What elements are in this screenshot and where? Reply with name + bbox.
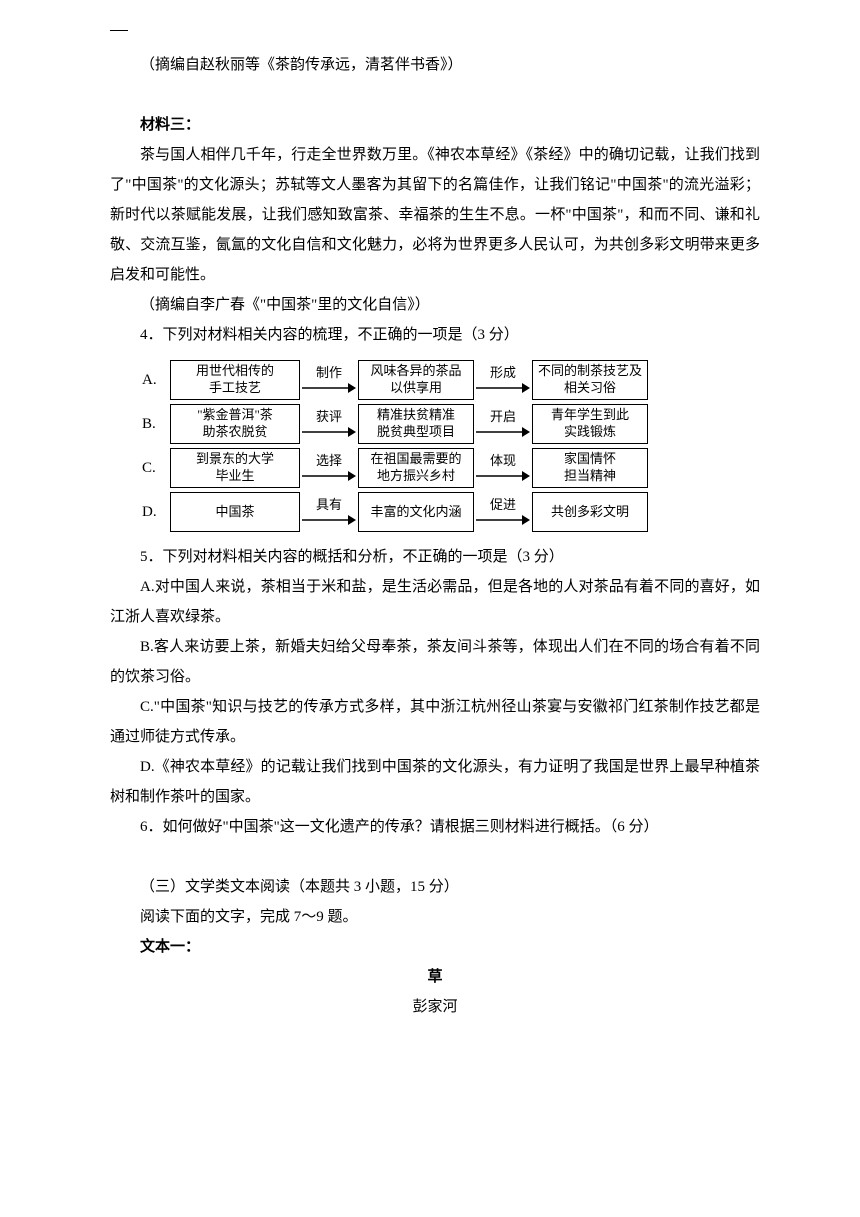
arrow-label: 制作 — [316, 366, 342, 380]
diagram-row: C.到景东的大学毕业生 选择 在祖国最需要的地方振兴乡村 体现 家国情怀担当精神 — [136, 446, 760, 490]
row-label: D. — [136, 497, 170, 527]
citation-3: （摘编自李广春《"中国茶"里的文化自信》） — [110, 290, 760, 320]
citation-1: （摘编自赵秋丽等《茶韵传承远，清茗伴书香》） — [110, 50, 760, 80]
flow-box: 用世代相传的手工技艺 — [170, 360, 300, 400]
question-6: 6．如何做好"中国茶"这一文化遗产的传承？请根据三则材料进行概括。（6 分） — [110, 812, 760, 842]
flow-diagram: A.用世代相传的手工技艺制作风味各异的茶品以供享用形成不同的制茶技艺及相关习俗B… — [136, 358, 760, 534]
material-3-heading: 材料三： — [110, 110, 760, 140]
header-rule — [110, 30, 128, 31]
arrow-label: 促进 — [490, 498, 516, 512]
row-label: B. — [136, 409, 170, 439]
spacer — [110, 80, 760, 110]
arrow-label: 体现 — [490, 454, 516, 468]
question-4: 4．下列对材料相关内容的梳理，不正确的一项是（3 分） — [110, 320, 760, 350]
text-1-heading: 文本一： — [110, 932, 760, 962]
literary-section-heading: （三）文学类文本阅读（本题共 3 小题，15 分） — [110, 872, 760, 902]
question-5: 5．下列对材料相关内容的概括和分析，不正确的一项是（3 分） — [110, 542, 760, 572]
option-c: C."中国茶"知识与技艺的传承方式多样，其中浙江杭州径山茶宴与安徽祁门红茶制作技… — [110, 692, 760, 752]
flow-arrow: 制作 — [300, 366, 358, 394]
article-title: 草 — [110, 962, 760, 992]
flow-arrow: 促进 — [474, 498, 532, 526]
row-label: C. — [136, 453, 170, 483]
option-b: B.客人来访要上茶，新婚夫妇给父母奉茶，茶友间斗茶等，体现出人们在不同的场合有着… — [110, 632, 760, 692]
question-5-options: A.对中国人来说，茶相当于米和盐，是生活必需品，但是各地的人对茶品有着不同的喜好… — [110, 572, 760, 812]
flow-box: 丰富的文化内涵 — [358, 492, 474, 532]
flow-arrow: 体现 — [474, 454, 532, 482]
flow-box: 风味各异的茶品以供享用 — [358, 360, 474, 400]
flow-box: 精准扶贫精准脱贫典型项目 — [358, 404, 474, 444]
option-a: A.对中国人来说，茶相当于米和盐，是生活必需品，但是各地的人对茶品有着不同的喜好… — [110, 572, 760, 632]
diagram-row: A.用世代相传的手工技艺 制作 风味各异的茶品以供享用 形成 不同的制茶技艺及相关习俗 — [136, 358, 760, 402]
diagram-row: B."紫金普洱"茶助茶农脱贫 获评 精准扶贫精准脱贫典型项目 开启 青年学生到此实践锻炼 — [136, 402, 760, 446]
flow-box: 不同的制茶技艺及相关习俗 — [532, 360, 648, 400]
flow-box: 在祖国最需要的地方振兴乡村 — [358, 448, 474, 488]
article-author: 彭家河 — [110, 992, 760, 1022]
flow-box: 中国茶 — [170, 492, 300, 532]
diagram-row: D.中国茶 具有 丰富的文化内涵 促进 共创多彩文明 — [136, 490, 760, 534]
arrow-label: 具有 — [316, 498, 342, 512]
flow-box: 家国情怀担当精神 — [532, 448, 648, 488]
row-label: A. — [136, 365, 170, 395]
flow-arrow: 获评 — [300, 410, 358, 438]
flow-box: 共创多彩文明 — [532, 492, 648, 532]
flow-arrow: 开启 — [474, 410, 532, 438]
flow-arrow: 具有 — [300, 498, 358, 526]
flow-box: "紫金普洱"茶助茶农脱贫 — [170, 404, 300, 444]
arrow-label: 获评 — [316, 410, 342, 424]
flow-box: 到景东的大学毕业生 — [170, 448, 300, 488]
material-3-body: 茶与国人相伴几千年，行走全世界数万里。《神农本草经》《茶经》中的确切记载，让我们… — [110, 140, 760, 290]
arrow-label: 开启 — [490, 410, 516, 424]
arrow-label: 形成 — [490, 366, 516, 380]
spacer — [110, 842, 760, 872]
option-d: D.《神农本草经》的记载让我们找到中国茶的文化源头，有力证明了我国是世界上最早种… — [110, 752, 760, 812]
flow-arrow: 形成 — [474, 366, 532, 394]
flow-box: 青年学生到此实践锻炼 — [532, 404, 648, 444]
flow-arrow: 选择 — [300, 454, 358, 482]
arrow-label: 选择 — [316, 454, 342, 468]
literary-instruction: 阅读下面的文字，完成 7～9 题。 — [110, 902, 760, 932]
